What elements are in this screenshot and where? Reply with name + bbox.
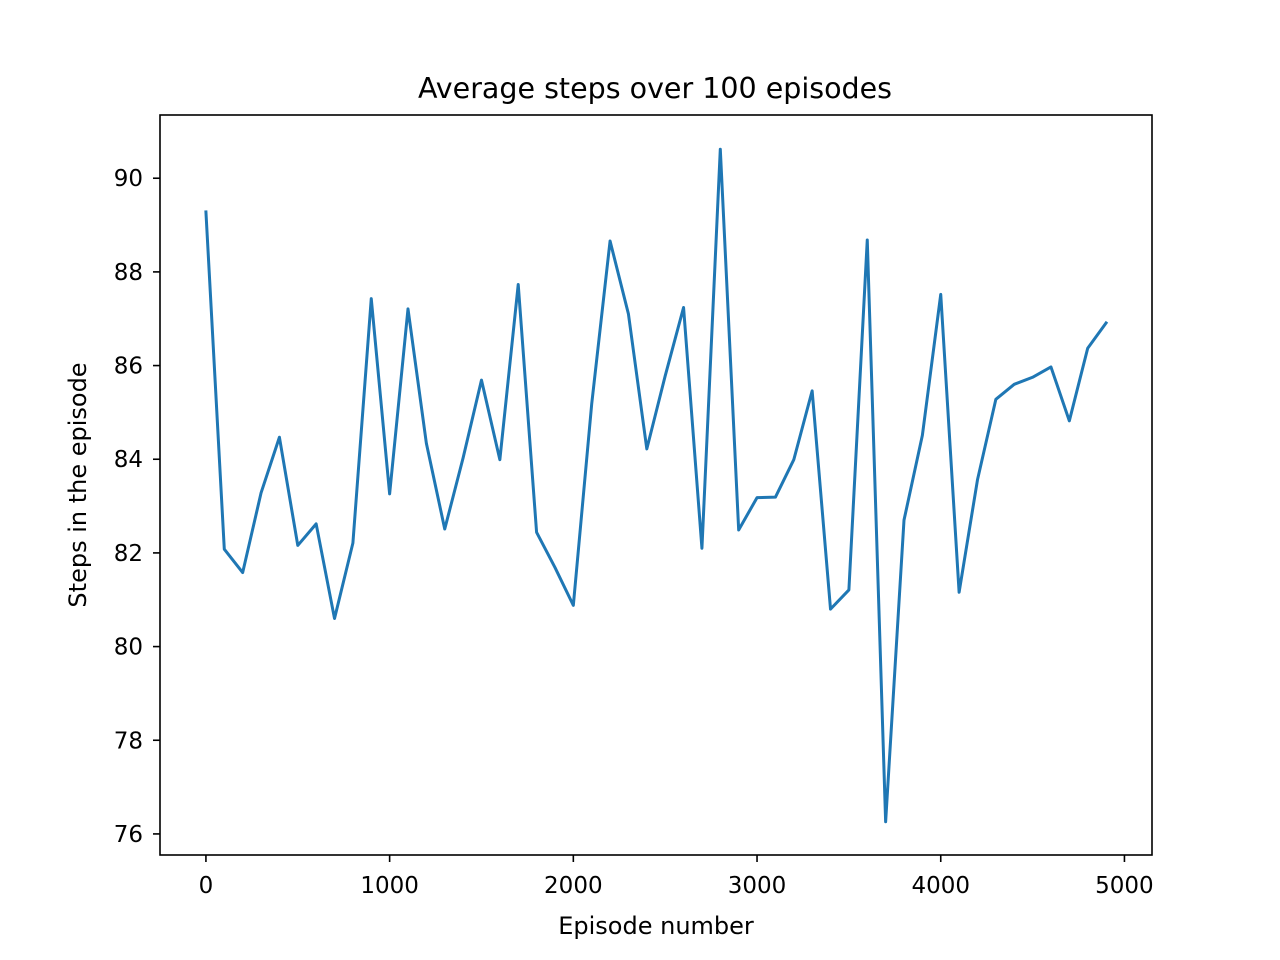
chart-title: Average steps over 100 episodes bbox=[418, 72, 892, 105]
y-tick-label: 82 bbox=[114, 541, 143, 567]
y-tick-label: 78 bbox=[114, 728, 143, 754]
series-line-0 bbox=[204, 147, 1109, 824]
x-tick-label: 1000 bbox=[360, 873, 419, 899]
y-tick-label: 84 bbox=[114, 447, 143, 473]
x-tick-label: 5000 bbox=[1095, 873, 1154, 899]
y-tick-label: 76 bbox=[114, 822, 143, 848]
y-tick-label: 80 bbox=[114, 635, 143, 661]
axes-frame bbox=[159, 114, 1153, 856]
x-tick-label: 0 bbox=[199, 873, 214, 899]
x-tick-label: 4000 bbox=[911, 873, 970, 899]
y-tick-label: 86 bbox=[114, 354, 143, 380]
y-tick-label: 90 bbox=[114, 166, 143, 192]
y-tick-label: 88 bbox=[114, 260, 143, 286]
x-tick-label: 2000 bbox=[544, 873, 603, 899]
y-axis-label: Steps in the episode bbox=[64, 362, 92, 607]
x-axis-label: Episode number bbox=[558, 912, 754, 940]
x-tick-label: 3000 bbox=[728, 873, 787, 899]
plot-area: 0 1000 2000 3000 4000 5000 76 78 80 82 84 86 88 90 bbox=[114, 114, 1154, 899]
